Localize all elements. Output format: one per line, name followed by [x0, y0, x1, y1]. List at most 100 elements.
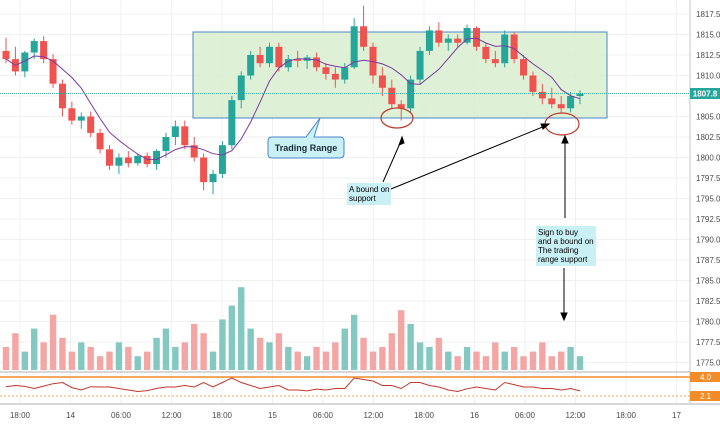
arrow-head-bound	[398, 135, 405, 146]
volume-bar	[482, 356, 490, 370]
volume-bar	[209, 351, 217, 370]
candle-body	[21, 52, 29, 72]
candle	[388, 79, 396, 109]
candle-body	[491, 59, 499, 64]
current-price-value: 1807.8	[693, 90, 718, 99]
time-tick-label: 16	[470, 411, 479, 420]
candle	[265, 42, 273, 68]
candle-body	[548, 98, 556, 105]
price-tick-label: 1787.5	[696, 256, 720, 265]
candle-body	[143, 155, 151, 165]
volume-bar	[360, 337, 367, 370]
candle-body	[567, 96, 575, 109]
volume-bar	[539, 342, 546, 370]
volume-bar	[407, 324, 414, 370]
price-tick-label: 1817.5	[696, 10, 720, 19]
volume-bar	[369, 351, 377, 370]
bound-annotation-box	[347, 183, 391, 205]
price-axis-ticks: 1817.51815.01812.51810.01807.51805.01802…	[696, 10, 720, 368]
time-tick-label: 18:00	[10, 411, 31, 420]
candle-body	[538, 91, 546, 99]
price-tick-label: 1802.5	[696, 133, 720, 142]
volume-bar	[12, 333, 19, 370]
volume-bar	[68, 351, 76, 370]
candle-body	[247, 55, 255, 76]
volume-bar	[219, 319, 226, 370]
candle-body	[181, 126, 189, 146]
candle	[548, 87, 556, 109]
candle	[416, 46, 424, 84]
price-tick-label: 1790.0	[696, 236, 720, 245]
bound-annotation-line-1: A bound on	[349, 185, 389, 194]
bound-annotation-line-2: support	[349, 194, 376, 203]
volume-bars	[2, 287, 584, 370]
time-tick-label: 06:00	[111, 411, 132, 420]
candle-body	[435, 30, 443, 43]
volume-bar	[2, 347, 10, 370]
candle-body	[510, 34, 518, 60]
candle-body	[472, 27, 480, 47]
candle	[68, 101, 76, 125]
price-tick-label: 1797.5	[696, 174, 720, 183]
bound-annotation: A bound on support	[347, 183, 391, 205]
volume-bar	[31, 328, 38, 370]
candle	[520, 55, 528, 80]
arrow-line-bound	[382, 140, 402, 183]
candle	[529, 71, 537, 96]
candle-body	[171, 126, 179, 137]
candle-body	[425, 30, 433, 51]
candle	[228, 96, 236, 150]
volume-bar	[379, 347, 386, 370]
time-tick-label: 18:00	[616, 411, 637, 420]
oscillator-upper-value: 4.0	[700, 373, 712, 382]
candle-body	[341, 67, 349, 80]
candle	[444, 34, 452, 51]
arrow-line-to-ellipse	[390, 125, 546, 190]
candle	[275, 42, 283, 72]
candle-body	[2, 50, 10, 60]
candle	[171, 120, 179, 146]
candle-body	[454, 38, 462, 43]
candle	[331, 67, 339, 88]
candle	[378, 67, 386, 96]
oscillator-line	[5, 377, 581, 393]
candle-body	[501, 34, 509, 64]
volume-bar	[238, 287, 245, 370]
candle	[350, 18, 358, 69]
callout-bubble	[267, 117, 345, 159]
volume-bar	[567, 347, 574, 370]
arrow-head-down	[560, 312, 568, 322]
candle-body	[256, 55, 264, 64]
candle-body	[275, 46, 283, 68]
volume-bar	[548, 356, 555, 370]
candle-body	[378, 75, 386, 88]
oscillator-tag-upper: 4.0	[690, 372, 720, 382]
price-tick-label: 1815.0	[696, 31, 720, 40]
volume-bar	[426, 347, 433, 370]
candle-body	[228, 100, 236, 146]
volume-bar	[275, 333, 283, 370]
price-tick-label: 1795.0	[696, 195, 720, 204]
candle	[96, 128, 104, 154]
candle-body	[350, 26, 358, 68]
candle	[557, 96, 565, 113]
candle	[313, 52, 321, 72]
candle	[134, 153, 142, 166]
volume-bar	[228, 305, 236, 370]
price-tick-label: 1780.0	[696, 318, 720, 327]
candle	[482, 42, 490, 64]
volume-bar	[473, 351, 480, 370]
candle-body	[265, 46, 273, 64]
candle	[124, 150, 132, 168]
support-ellipse-1	[380, 107, 414, 129]
oscillator-current-value: 2.1	[700, 392, 712, 401]
candle-body	[294, 59, 302, 61]
candle	[407, 75, 415, 113]
candle-body	[58, 83, 66, 109]
time-tick-label: 12:00	[363, 411, 384, 420]
trading-range-callout: Trading Range	[267, 117, 345, 159]
time-axis-ticks: 18:00 14 06:00 12:00 18:00 15 06:00 12:00 18:00 1…	[10, 411, 682, 420]
candle	[284, 55, 292, 72]
candle	[200, 153, 208, 191]
candle-body	[529, 75, 537, 92]
